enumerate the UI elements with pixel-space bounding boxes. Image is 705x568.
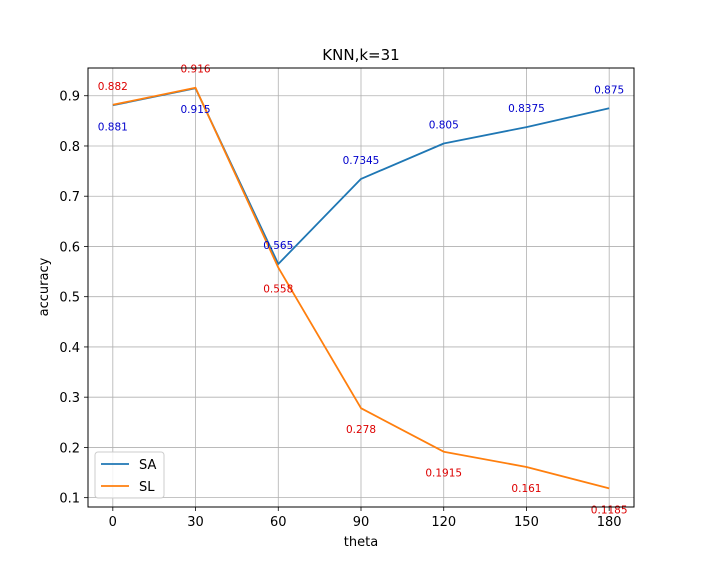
x-tick-label: 60	[270, 515, 287, 530]
data-label-sl: 0.1915	[425, 468, 462, 480]
legend-label-sl: SL	[139, 480, 155, 495]
axis-ticks: 0 30 60 90 120 150 180 0.1 0.2 0.3 0.4 0.5 0.6 0.7 0.8…	[59, 90, 621, 530]
data-label-sa: 0.881	[98, 121, 128, 133]
x-axis-label: theta	[344, 535, 378, 550]
x-tick-label: 0	[109, 515, 117, 530]
y-tick-label: 0.1	[59, 492, 80, 507]
y-tick-label: 0.5	[59, 291, 80, 306]
y-tick-label: 0.9	[59, 90, 80, 105]
data-label-sl: 0.161	[511, 483, 541, 495]
y-tick-label: 0.6	[59, 240, 80, 255]
series-line-sl	[112, 86, 610, 490]
y-tick-label: 0.2	[59, 441, 80, 456]
data-label-sl: 0.882	[98, 81, 128, 93]
data-label-sa: 0.8375	[508, 103, 545, 115]
data-label-sa: 0.915	[181, 104, 211, 116]
y-tick-label: 0.7	[59, 190, 80, 205]
x-tick-label: 90	[353, 515, 370, 530]
x-tick-label: 30	[187, 515, 204, 530]
y-tick-label: 0.4	[59, 341, 80, 356]
legend: SA SL	[94, 451, 165, 499]
y-tick-label: 0.3	[59, 391, 80, 406]
data-label-sl: 0.916	[181, 64, 211, 76]
legend-label-sa: SA	[139, 458, 156, 473]
data-label-sa: 0.875	[594, 84, 624, 96]
data-label-sa: 0.7345	[343, 155, 380, 167]
data-labels: 0.881 0.882 0.915 0.916 0.565 0.558 0.7345 0.27…	[98, 64, 628, 517]
grid	[88, 68, 634, 507]
x-tick-label: 180	[597, 515, 622, 530]
series-lines	[112, 86, 610, 490]
y-tick-label: 0.8	[59, 140, 80, 155]
y-axis-label: accuracy	[37, 257, 52, 316]
x-tick-label: 150	[514, 515, 539, 530]
data-label-sa: 0.565	[263, 240, 293, 252]
data-label-sl: 0.558	[263, 284, 293, 296]
chart-title: KNN,k=31	[322, 46, 399, 64]
data-label-sl: 0.278	[346, 424, 376, 436]
x-tick-label: 120	[431, 515, 456, 530]
data-label-sa: 0.805	[429, 119, 459, 131]
